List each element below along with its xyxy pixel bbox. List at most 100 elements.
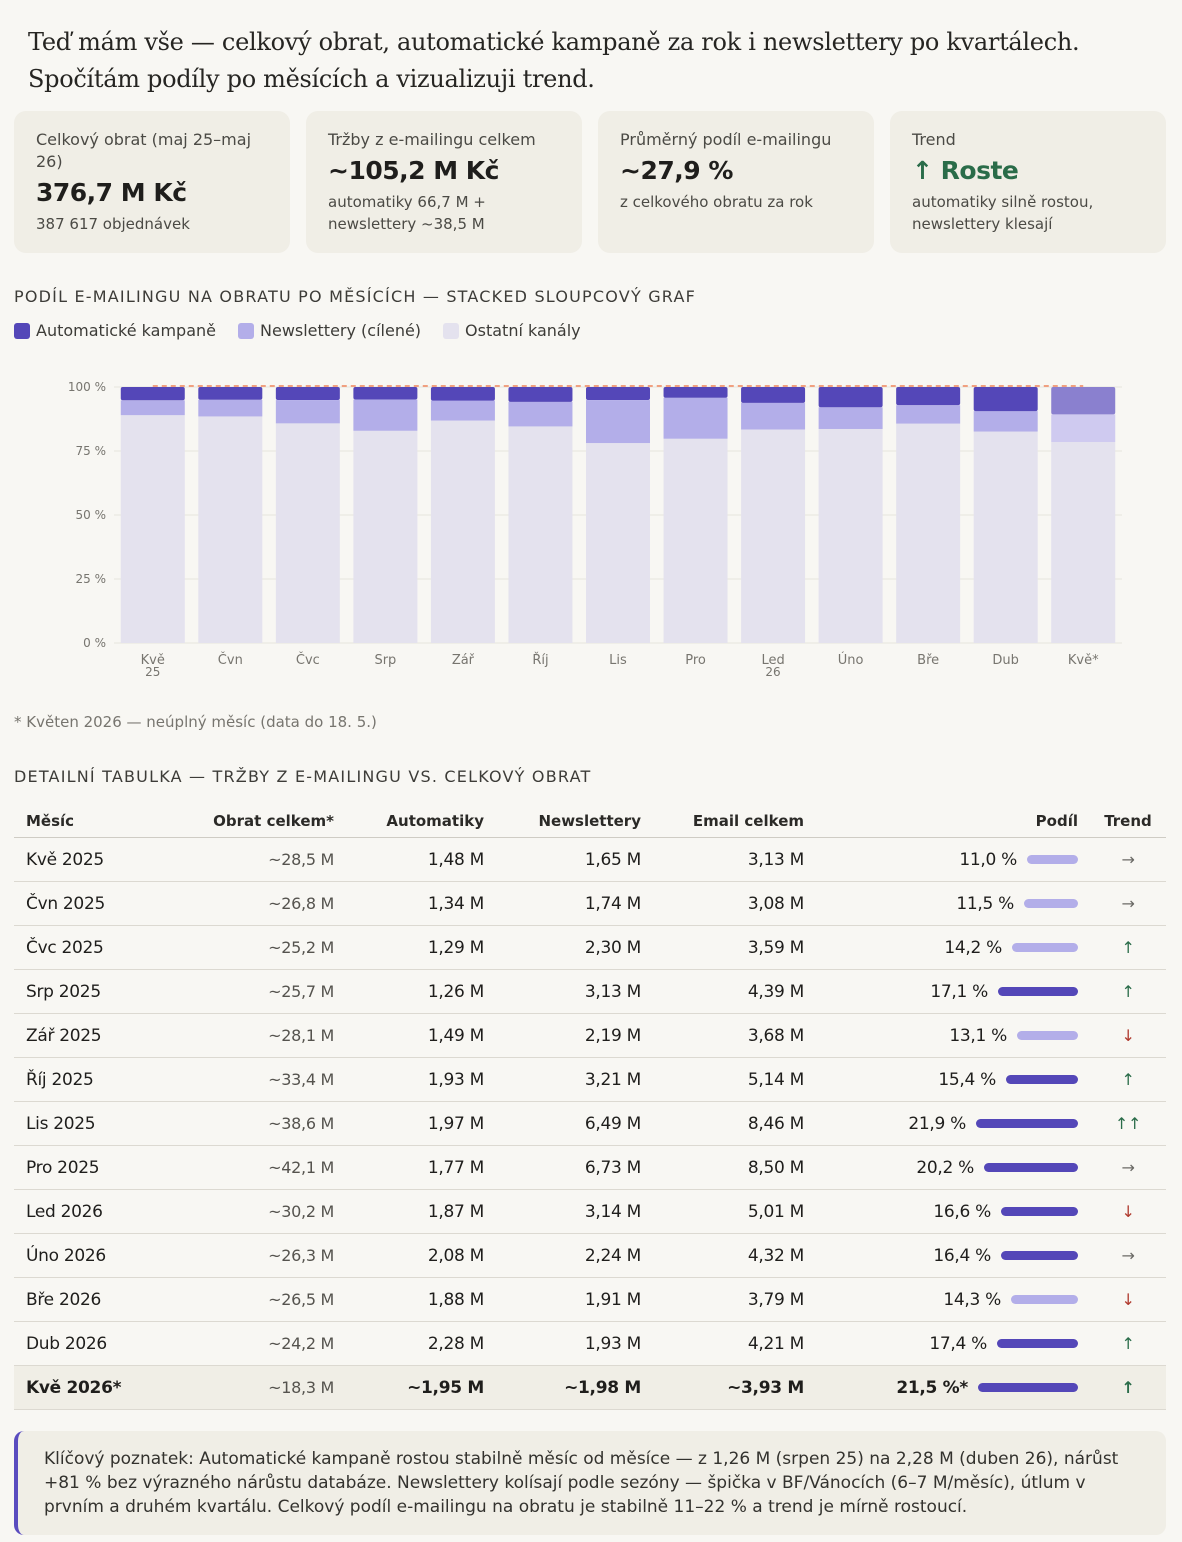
cell-email-total: 5,14 M xyxy=(653,1057,816,1102)
bar-segment xyxy=(586,400,650,444)
card-value: ↑ Roste xyxy=(912,156,1019,185)
chart-footnote: * Květen 2026 — neúplný měsíc (data do 1… xyxy=(14,713,377,731)
header-automatics: Automatiky xyxy=(346,804,496,838)
trend-arrow-icon: → xyxy=(1090,881,1166,926)
share-value: 17,1 % xyxy=(930,981,988,1002)
card-value: 376,7 M Kč xyxy=(36,178,187,207)
trend-arrow-icon: ↑ xyxy=(1090,925,1166,970)
bar-segment xyxy=(741,429,806,643)
bar-segment xyxy=(586,387,650,401)
cell-share: 15,4 % xyxy=(816,1057,1090,1102)
cell-total: ~28,1 M xyxy=(168,1013,346,1058)
header-total: Obrat celkem* xyxy=(168,804,346,838)
table-row: Pro 2025 ~42,1 M 1,77 M 6,73 M 8,50 M 20,2 % → xyxy=(14,1145,1166,1190)
card-label: Průměrný podíl e-mailingu xyxy=(620,130,832,149)
share-value: 11,5 % xyxy=(956,893,1014,914)
cell-automatics: 1,97 M xyxy=(346,1101,496,1146)
cell-month: Srp 2025 xyxy=(14,969,168,1014)
card-avg-share: Průměrný podíl e-mailingu ~27,9 % z celk… xyxy=(598,111,874,253)
cell-email-total: 3,13 M xyxy=(653,837,816,882)
cell-total: ~18,3 M xyxy=(168,1365,346,1410)
y-tick-label: 50 % xyxy=(76,508,107,522)
bar-segment xyxy=(818,407,883,429)
card-sub: z celkového obratu za rok xyxy=(620,193,813,211)
x-tick-label: Bře xyxy=(917,653,939,668)
bar-segment xyxy=(353,387,418,400)
bar-segment xyxy=(120,415,185,643)
header-newsletters: Newslettery xyxy=(496,804,653,838)
legend-swatch xyxy=(14,322,30,339)
cell-share: 16,6 % xyxy=(816,1189,1090,1234)
share-value: 17,4 % xyxy=(929,1333,987,1354)
x-tick-label: Čvn xyxy=(218,652,243,668)
cell-email-total: 3,59 M xyxy=(653,925,816,970)
share-value: 14,3 % xyxy=(943,1289,1001,1310)
trend-arrow-icon: ↑↑ xyxy=(1090,1101,1166,1146)
share-bar xyxy=(1012,943,1078,952)
cell-share: 16,4 % xyxy=(816,1233,1090,1278)
legend-item-automatics: Automatické kampaně xyxy=(14,321,216,340)
cell-newsletters: 3,13 M xyxy=(496,969,653,1014)
cell-automatics: 2,08 M xyxy=(346,1233,496,1278)
share-bar xyxy=(984,1163,1078,1172)
cell-automatics: ~1,95 M xyxy=(346,1365,496,1410)
cell-share: 21,9 % xyxy=(816,1101,1090,1146)
bar-segment xyxy=(198,387,263,400)
table-section-title: DETAILNÍ TABULKA — TRŽBY Z E-MAILINGU VS… xyxy=(14,767,592,786)
cell-month: Kvě 2026* xyxy=(14,1365,168,1410)
intro-line-1: Teď mám vše — celkový obrat, automatické… xyxy=(28,28,1080,56)
detail-table: Měsíc Obrat celkem* Automatiky Newslette… xyxy=(14,804,1166,1410)
bar-segment xyxy=(741,387,806,403)
share-bar xyxy=(1001,1207,1078,1216)
cell-newsletters: ~1,98 M xyxy=(496,1365,653,1410)
key-insight-box: Klíčový poznatek: Automatické kampaně ro… xyxy=(14,1431,1166,1535)
share-value: 16,4 % xyxy=(933,1245,991,1266)
chart-legend: Automatické kampaně Newslettery (cílené)… xyxy=(14,321,581,340)
intro-text: Teď mám vše — celkový obrat, automatické… xyxy=(28,24,1148,98)
bar-segment xyxy=(508,426,573,643)
cell-month: Led 2026 xyxy=(14,1189,168,1234)
summary-cards: Celkový obrat (maj 25–maj 26) 376,7 M Kč… xyxy=(14,111,1166,253)
legend-label: Ostatní kanály xyxy=(465,321,581,340)
bar-segment xyxy=(430,420,495,643)
legend-label: Automatické kampaně xyxy=(36,321,216,340)
cell-month: Čvn 2025 xyxy=(14,881,168,926)
trend-arrow-icon: ↑ xyxy=(1090,1321,1166,1366)
share-bar xyxy=(1024,899,1078,908)
chart-section-title: PODÍL E-MAILINGU NA OBRATU PO MĚSÍCÍCH —… xyxy=(14,287,697,306)
cell-total: ~25,7 M xyxy=(168,969,346,1014)
share-value: 13,1 % xyxy=(949,1025,1007,1046)
cell-share: 17,1 % xyxy=(816,969,1090,1014)
cell-share: 17,4 % xyxy=(816,1321,1090,1366)
bar-segment xyxy=(663,438,728,643)
trend-arrow-icon: ↓ xyxy=(1090,1013,1166,1058)
share-bar xyxy=(998,987,1078,996)
table-row: Říj 2025 ~33,4 M 1,93 M 3,21 M 5,14 M 15,4 % ↑ xyxy=(14,1057,1166,1102)
trend-arrow-icon: ↑ xyxy=(1090,1057,1166,1102)
cell-share: 11,5 % xyxy=(816,881,1090,926)
bar-segment xyxy=(896,405,961,424)
trend-arrow-icon: → xyxy=(1090,1145,1166,1190)
share-bar xyxy=(976,1119,1078,1128)
share-value: 16,6 % xyxy=(933,1201,991,1222)
table-row: Srp 2025 ~25,7 M 1,26 M 3,13 M 4,39 M 17,1 % ↑ xyxy=(14,969,1166,1014)
share-value: 21,9 % xyxy=(908,1113,966,1134)
share-value: 15,4 % xyxy=(938,1069,996,1090)
bar-segment xyxy=(198,399,263,417)
header-month: Měsíc xyxy=(14,804,168,838)
legend-item-newsletters: Newslettery (cílené) xyxy=(238,321,421,340)
cell-month: Kvě 2025 xyxy=(14,837,168,882)
bar-segment xyxy=(120,387,185,401)
y-tick-label: 0 % xyxy=(83,636,106,650)
trend-arrow-icon: ↓ xyxy=(1090,1277,1166,1322)
cell-month: Čvc 2025 xyxy=(14,925,168,970)
cell-automatics: 1,88 M xyxy=(346,1277,496,1322)
cell-email-total: 3,68 M xyxy=(653,1013,816,1058)
bar-segment xyxy=(275,423,340,643)
cell-newsletters: 2,24 M xyxy=(496,1233,653,1278)
cell-automatics: 1,48 M xyxy=(346,837,496,882)
cell-automatics: 1,34 M xyxy=(346,881,496,926)
header-share: Podíl xyxy=(816,804,1090,838)
trend-arrow-icon: ↑ xyxy=(1090,1365,1166,1410)
cell-month: Bře 2026 xyxy=(14,1277,168,1322)
